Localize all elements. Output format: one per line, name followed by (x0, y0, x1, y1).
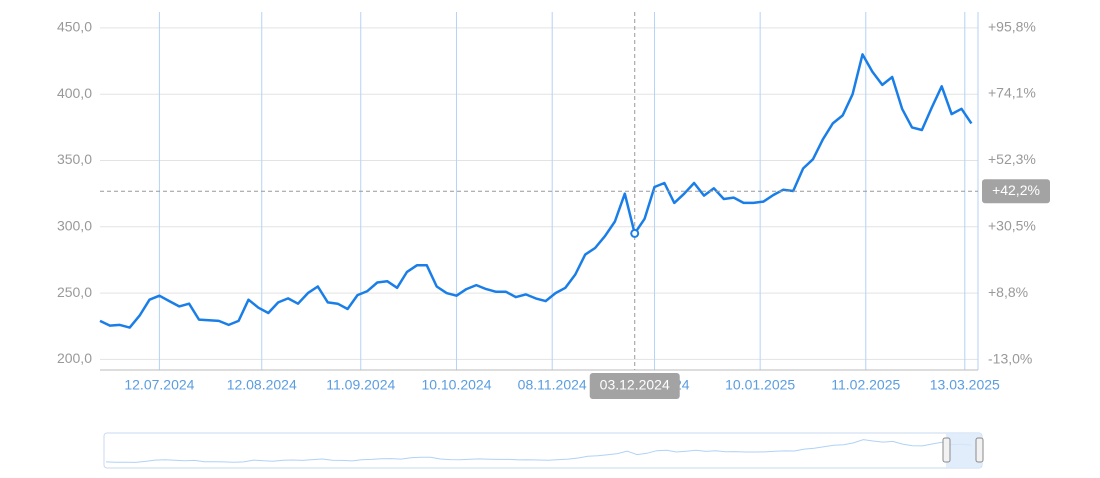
x-tick-label: 08.11.2024 (518, 377, 587, 393)
y-tick-label: 250,0 (57, 284, 92, 300)
crosshair-x-label: 03.12.2024 (600, 377, 670, 393)
x-tick-label: 12.07.2024 (124, 377, 194, 393)
crosshair-y-badge (982, 179, 1050, 204)
y2-tick-label: -13,0% (988, 350, 1032, 366)
y2-tick-label: +8,8% (988, 284, 1028, 300)
crosshair-x-badge (589, 373, 680, 399)
navigator-line (105, 439, 972, 463)
y2-tick-label: +52,3% (988, 151, 1036, 167)
crosshair-y-label: +42,2% (992, 182, 1040, 198)
y-tick-label: 450,0 (57, 19, 92, 35)
navigator-series (105, 439, 972, 463)
hover-point (630, 228, 640, 238)
series-line (99, 53, 973, 329)
x-tick-label: 11.02.2025 (831, 377, 900, 393)
x-tick-label: 12.08.2024 (227, 377, 297, 393)
x-tick-label: 10.01.2025 (725, 377, 795, 393)
y-tick-label: 400,0 (57, 85, 92, 101)
y2-tick-label: +74,1% (988, 85, 1036, 101)
y-tick-label: 200,0 (57, 350, 92, 366)
navigator-window[interactable] (946, 433, 981, 468)
y-tick-label: 300,0 (57, 218, 92, 234)
x-tick-label: 11.09.2024 (326, 377, 395, 393)
y2-tick-label: +95,8% (988, 19, 1036, 35)
y-tick-label: 350,0 (57, 151, 92, 167)
x-tick-label: 13.03.2025 (930, 377, 1000, 393)
navigator-handle[interactable] (942, 437, 951, 463)
y2-tick-label: +30,5% (988, 218, 1036, 234)
navigator-handle[interactable] (975, 437, 984, 463)
x-tick-label: 10.10.2024 (421, 377, 491, 393)
navigator[interactable] (103, 432, 983, 469)
